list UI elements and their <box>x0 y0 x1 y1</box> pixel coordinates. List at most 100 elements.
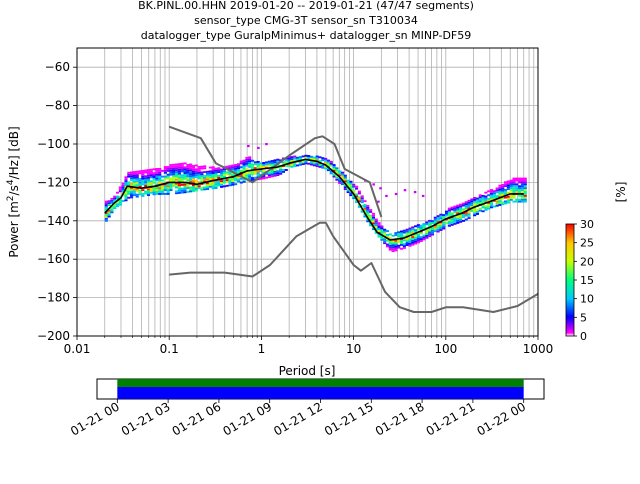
psd-cell <box>124 178 128 181</box>
psd-cell <box>515 200 519 203</box>
psd-cell <box>304 162 308 165</box>
psd-cell <box>220 168 224 171</box>
psd-cell <box>127 171 131 174</box>
psd-cell <box>498 200 502 203</box>
psd-cell <box>211 181 215 184</box>
psd-cell <box>200 188 204 191</box>
psd-outlier <box>372 183 375 186</box>
psd-cell <box>242 180 246 183</box>
psd-cell <box>442 227 446 230</box>
psd-cell <box>340 183 345 186</box>
psd-cell <box>116 195 120 198</box>
psd-cell <box>141 177 145 180</box>
psd-cell <box>436 219 440 221</box>
psd-cell <box>127 187 131 190</box>
psd-cell <box>298 161 302 164</box>
psd-cell <box>245 172 249 175</box>
psd-cell <box>312 156 316 159</box>
psd-cell <box>411 230 415 233</box>
psd-cell <box>498 203 502 206</box>
psd-cell <box>107 211 111 214</box>
psd-cell <box>515 185 519 188</box>
psd-cell <box>169 173 173 176</box>
psd-cell <box>374 220 378 223</box>
psd-cell <box>118 203 122 206</box>
title-line-3: datalogger_type GuralpMinimus+ datalogge… <box>141 29 472 42</box>
psd-cell <box>304 154 308 157</box>
psd-cell <box>116 203 120 206</box>
psd-cell <box>422 223 426 225</box>
psd-cell <box>248 173 252 176</box>
psd-cell <box>399 230 404 233</box>
psd-cell <box>408 242 412 245</box>
psd-cell <box>433 218 437 221</box>
psd-cell <box>217 167 221 170</box>
psd-cell <box>492 197 496 200</box>
psd-cell <box>380 229 384 232</box>
psd-cell <box>385 243 390 246</box>
psd-cell <box>194 189 198 192</box>
psd-cell <box>520 196 525 199</box>
psd-cell <box>191 165 196 167</box>
psd-cell <box>422 226 426 229</box>
psd-cell <box>166 166 170 168</box>
psd-cell <box>520 177 525 180</box>
psd-cell <box>169 177 173 180</box>
psd-cell <box>380 235 384 237</box>
psd-cell <box>262 171 266 174</box>
psd-cell <box>456 216 460 219</box>
psd-cell <box>113 195 117 198</box>
psd-cell <box>394 243 398 246</box>
psd-cell <box>360 201 364 204</box>
psd-cell <box>484 195 488 198</box>
psd-cell <box>523 177 527 180</box>
psd-cell <box>481 198 485 201</box>
psd-cell <box>391 234 395 237</box>
psd-cell <box>324 167 328 170</box>
psd-cell <box>397 240 401 243</box>
psd-cell <box>225 165 229 168</box>
psd-cell <box>239 170 243 173</box>
psd-cell <box>281 169 286 171</box>
psd-cell <box>239 177 243 180</box>
psd-cell <box>217 180 221 183</box>
psd-cell <box>310 161 314 164</box>
psd-cell <box>265 163 269 166</box>
psd-cell <box>447 224 451 227</box>
psd-cell <box>523 192 527 195</box>
psd-cell <box>141 194 145 197</box>
psd-cell <box>259 162 263 165</box>
psd-cell <box>116 191 120 194</box>
psd-cell <box>363 205 367 208</box>
psd-cell <box>405 234 409 237</box>
psd-cell <box>411 237 415 240</box>
psd-cell <box>194 170 198 173</box>
psd-cell <box>461 204 465 207</box>
psd-cell <box>467 213 471 216</box>
psd-cell <box>284 169 288 171</box>
psd-cell <box>107 200 111 203</box>
psd-cell <box>397 235 401 238</box>
psd-cell <box>284 165 288 168</box>
psd-cell <box>163 175 167 178</box>
psd-cell <box>439 213 443 216</box>
psd-cell <box>394 241 398 244</box>
psd-cell <box>186 179 190 182</box>
psd-cell <box>467 207 471 210</box>
psd-cell <box>220 176 224 179</box>
psd-cell <box>501 189 505 192</box>
psd-cell <box>352 191 356 194</box>
psd-cell <box>349 180 353 183</box>
psd-cell <box>492 190 496 193</box>
psd-cell <box>259 170 263 173</box>
psd-cell <box>366 220 370 223</box>
psd-cell <box>360 210 364 213</box>
psd-cell <box>130 190 134 193</box>
psd-cell <box>301 155 305 158</box>
psd-cell <box>276 158 280 161</box>
psd-cell <box>189 163 193 166</box>
psd-cell <box>461 202 465 205</box>
colorbar: [%] 0 5 10 15 20 25 30 <box>565 182 628 343</box>
psd-cell <box>116 201 120 204</box>
psd-cell <box>183 170 187 173</box>
